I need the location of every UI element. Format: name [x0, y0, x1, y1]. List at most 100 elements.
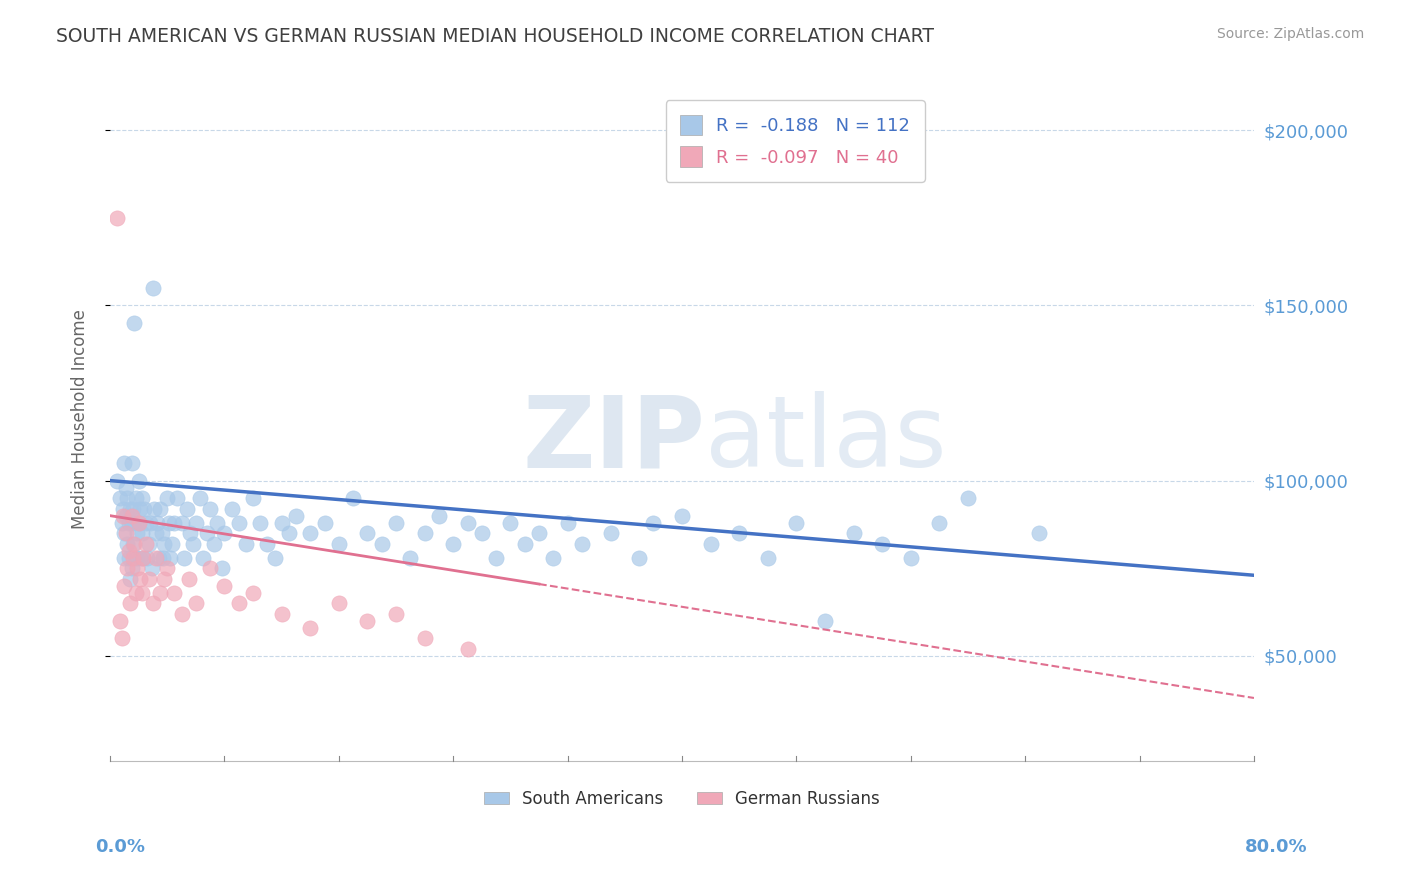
- Point: [181, 537, 204, 551]
- Point: [471, 526, 494, 541]
- Point: [198, 561, 221, 575]
- Point: [127, 561, 149, 575]
- Point: [159, 550, 181, 565]
- Point: [131, 526, 153, 541]
- Point: [170, 607, 193, 621]
- Point: [138, 572, 160, 586]
- Point: [214, 579, 236, 593]
- Point: [132, 550, 155, 565]
- Point: [163, 586, 186, 600]
- Point: [134, 501, 156, 516]
- Point: [314, 516, 336, 530]
- Point: [198, 501, 221, 516]
- Point: [513, 537, 536, 551]
- Point: [643, 516, 665, 530]
- Point: [105, 474, 128, 488]
- Point: [124, 537, 146, 551]
- Point: [328, 537, 350, 551]
- Point: [135, 537, 157, 551]
- Point: [128, 516, 150, 530]
- Point: [143, 501, 166, 516]
- Point: [138, 537, 160, 551]
- Point: [299, 621, 322, 635]
- Text: Source: ZipAtlas.com: Source: ZipAtlas.com: [1216, 27, 1364, 41]
- Point: [242, 491, 264, 505]
- Point: [356, 614, 378, 628]
- Point: [153, 537, 176, 551]
- Point: [170, 516, 193, 530]
- Point: [385, 607, 408, 621]
- Point: [457, 641, 479, 656]
- Point: [160, 537, 183, 551]
- Point: [728, 526, 751, 541]
- Point: [120, 596, 142, 610]
- Point: [118, 543, 141, 558]
- Point: [131, 491, 153, 505]
- Text: 0.0%: 0.0%: [96, 838, 146, 856]
- Point: [270, 607, 292, 621]
- Point: [135, 516, 157, 530]
- Point: [114, 481, 136, 495]
- Point: [211, 561, 233, 575]
- Point: [153, 572, 176, 586]
- Point: [870, 537, 893, 551]
- Point: [115, 491, 138, 505]
- Point: [121, 508, 143, 523]
- Point: [785, 516, 807, 530]
- Text: SOUTH AMERICAN VS GERMAN RUSSIAN MEDIAN HOUSEHOLD INCOME CORRELATION CHART: SOUTH AMERICAN VS GERMAN RUSSIAN MEDIAN …: [56, 27, 934, 45]
- Point: [413, 632, 436, 646]
- Point: [128, 516, 150, 530]
- Point: [142, 596, 165, 610]
- Point: [485, 550, 508, 565]
- Point: [228, 596, 250, 610]
- Point: [457, 516, 479, 530]
- Point: [842, 526, 865, 541]
- Point: [184, 516, 207, 530]
- Point: [599, 526, 621, 541]
- Point: [115, 561, 138, 575]
- Point: [228, 516, 250, 530]
- Point: [145, 526, 167, 541]
- Point: [441, 537, 464, 551]
- Point: [108, 614, 131, 628]
- Point: [110, 516, 132, 530]
- Point: [122, 537, 145, 551]
- Point: [146, 516, 169, 530]
- Point: [156, 561, 179, 575]
- Point: [142, 281, 165, 295]
- Point: [413, 526, 436, 541]
- Point: [127, 526, 149, 541]
- Point: [299, 526, 322, 541]
- Point: [148, 550, 170, 565]
- Point: [557, 516, 579, 530]
- Point: [114, 526, 136, 541]
- Point: [371, 537, 394, 551]
- Point: [204, 537, 226, 551]
- Point: [628, 550, 651, 565]
- Point: [284, 508, 307, 523]
- Point: [256, 537, 278, 551]
- Point: [118, 516, 141, 530]
- Point: [671, 508, 693, 523]
- Point: [385, 516, 408, 530]
- Point: [132, 550, 155, 565]
- Point: [105, 211, 128, 225]
- Point: [122, 501, 145, 516]
- Point: [527, 526, 550, 541]
- Point: [121, 516, 143, 530]
- Point: [141, 561, 163, 575]
- Point: [176, 501, 198, 516]
- Text: atlas: atlas: [704, 392, 946, 488]
- Point: [900, 550, 922, 565]
- Point: [166, 491, 188, 505]
- Point: [125, 491, 148, 505]
- Point: [221, 501, 243, 516]
- Point: [108, 491, 131, 505]
- Point: [120, 501, 142, 516]
- Point: [928, 516, 950, 530]
- Point: [263, 550, 285, 565]
- Point: [112, 579, 135, 593]
- Point: [121, 561, 143, 575]
- Point: [128, 474, 150, 488]
- Point: [114, 508, 136, 523]
